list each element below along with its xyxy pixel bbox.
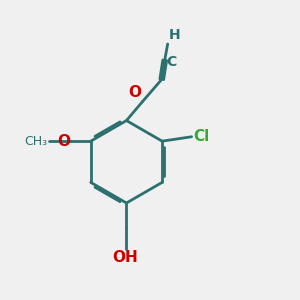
Text: H: H — [169, 28, 180, 42]
Text: OH: OH — [112, 250, 138, 265]
Text: Cl: Cl — [193, 129, 209, 144]
Text: C: C — [167, 55, 177, 69]
Text: CH₃: CH₃ — [25, 135, 48, 148]
Text: O: O — [128, 85, 141, 100]
Text: O: O — [57, 134, 70, 149]
